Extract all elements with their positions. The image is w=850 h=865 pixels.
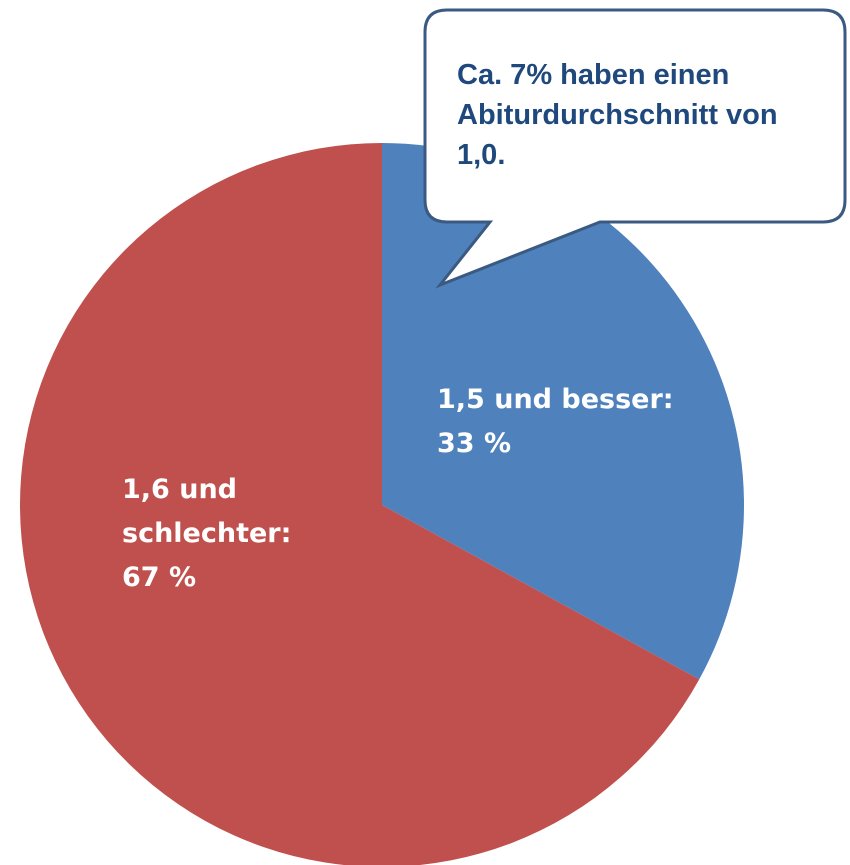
value-label: 67 % — [122, 562, 197, 593]
slice-label: 1,5 und besser: 33 % — [437, 378, 737, 466]
category-label: 1,5 und besser: — [437, 384, 674, 415]
category-label: 1,6 und schlechter: — [122, 474, 292, 549]
pie-slice — [20, 143, 700, 865]
slice-label: 1,6 und schlechter: 67 % — [122, 468, 332, 600]
value-label: 33 % — [437, 428, 512, 459]
callout — [423, 8, 847, 289]
pie-slice — [382, 143, 744, 680]
annotation: Ca. 7% haben einen Abiturdurchschnitt vo… — [457, 59, 778, 171]
